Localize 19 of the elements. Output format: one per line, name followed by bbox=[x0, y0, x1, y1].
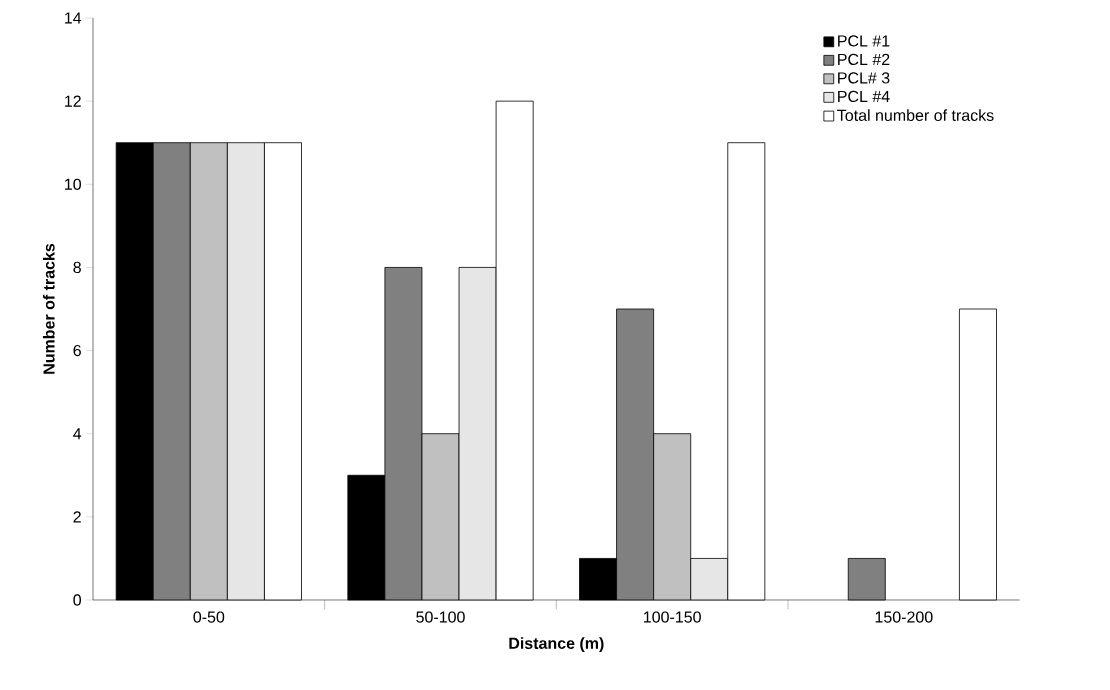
y-tick-label: 10 bbox=[65, 178, 82, 190]
x-tick-label: 150-200 bbox=[875, 611, 933, 623]
x-axis-title: Distance (m) bbox=[509, 637, 604, 653]
y-tick-label: 12 bbox=[65, 95, 81, 107]
y-tick-label: 0 bbox=[73, 594, 82, 606]
y-tick-label: 8 bbox=[73, 261, 81, 274]
y-tick-label: 4 bbox=[73, 428, 82, 440]
legend-label: Total number of tracks bbox=[837, 109, 994, 121]
legend-label: PCL #1 bbox=[838, 35, 890, 47]
x-tick-label: 100-150 bbox=[644, 611, 701, 623]
legend-label: PCL# 3 bbox=[838, 72, 890, 84]
y-tick-label: 2 bbox=[73, 511, 81, 523]
legend-label: PCL #4 bbox=[838, 90, 890, 103]
y-tick-label: 6 bbox=[73, 344, 81, 357]
y-tick-label: 14 bbox=[65, 12, 82, 24]
x-tick-label: 50-100 bbox=[416, 611, 465, 623]
x-tick-label: 0-50 bbox=[193, 611, 225, 623]
y-axis-title: Number of tracks bbox=[42, 243, 55, 374]
legend-label: PCL #2 bbox=[838, 53, 890, 66]
